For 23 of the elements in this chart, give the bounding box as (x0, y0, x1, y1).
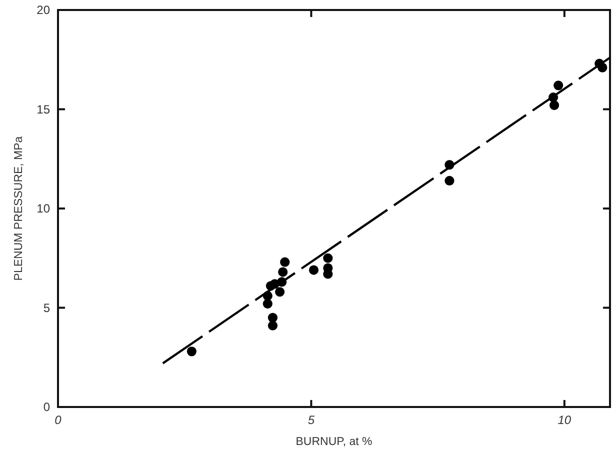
point (268, 320, 278, 330)
point (262, 298, 272, 309)
y-tick-label: 5 (43, 300, 50, 315)
y-tick-label: 0 (43, 400, 50, 414)
y-axis-title: PLENUM PRESSURE, MPa (13, 136, 25, 281)
x-tick-label: 5 (308, 413, 315, 427)
x-tick-label: 0 (54, 413, 62, 427)
point (280, 257, 290, 267)
point (278, 267, 288, 277)
x-tick-label: 10 (558, 413, 572, 427)
point (323, 253, 333, 263)
y-tick-label: 10 (36, 202, 50, 216)
point (323, 269, 333, 279)
point (549, 100, 560, 110)
y-tick-label: 20 (36, 3, 50, 18)
point (554, 80, 564, 90)
y-tick-label: 15 (36, 102, 50, 116)
point (186, 346, 196, 356)
point (308, 265, 319, 275)
point (275, 287, 285, 297)
point (444, 176, 454, 186)
point (268, 312, 278, 322)
x-axis-title: BURNUP, at % (296, 436, 372, 448)
